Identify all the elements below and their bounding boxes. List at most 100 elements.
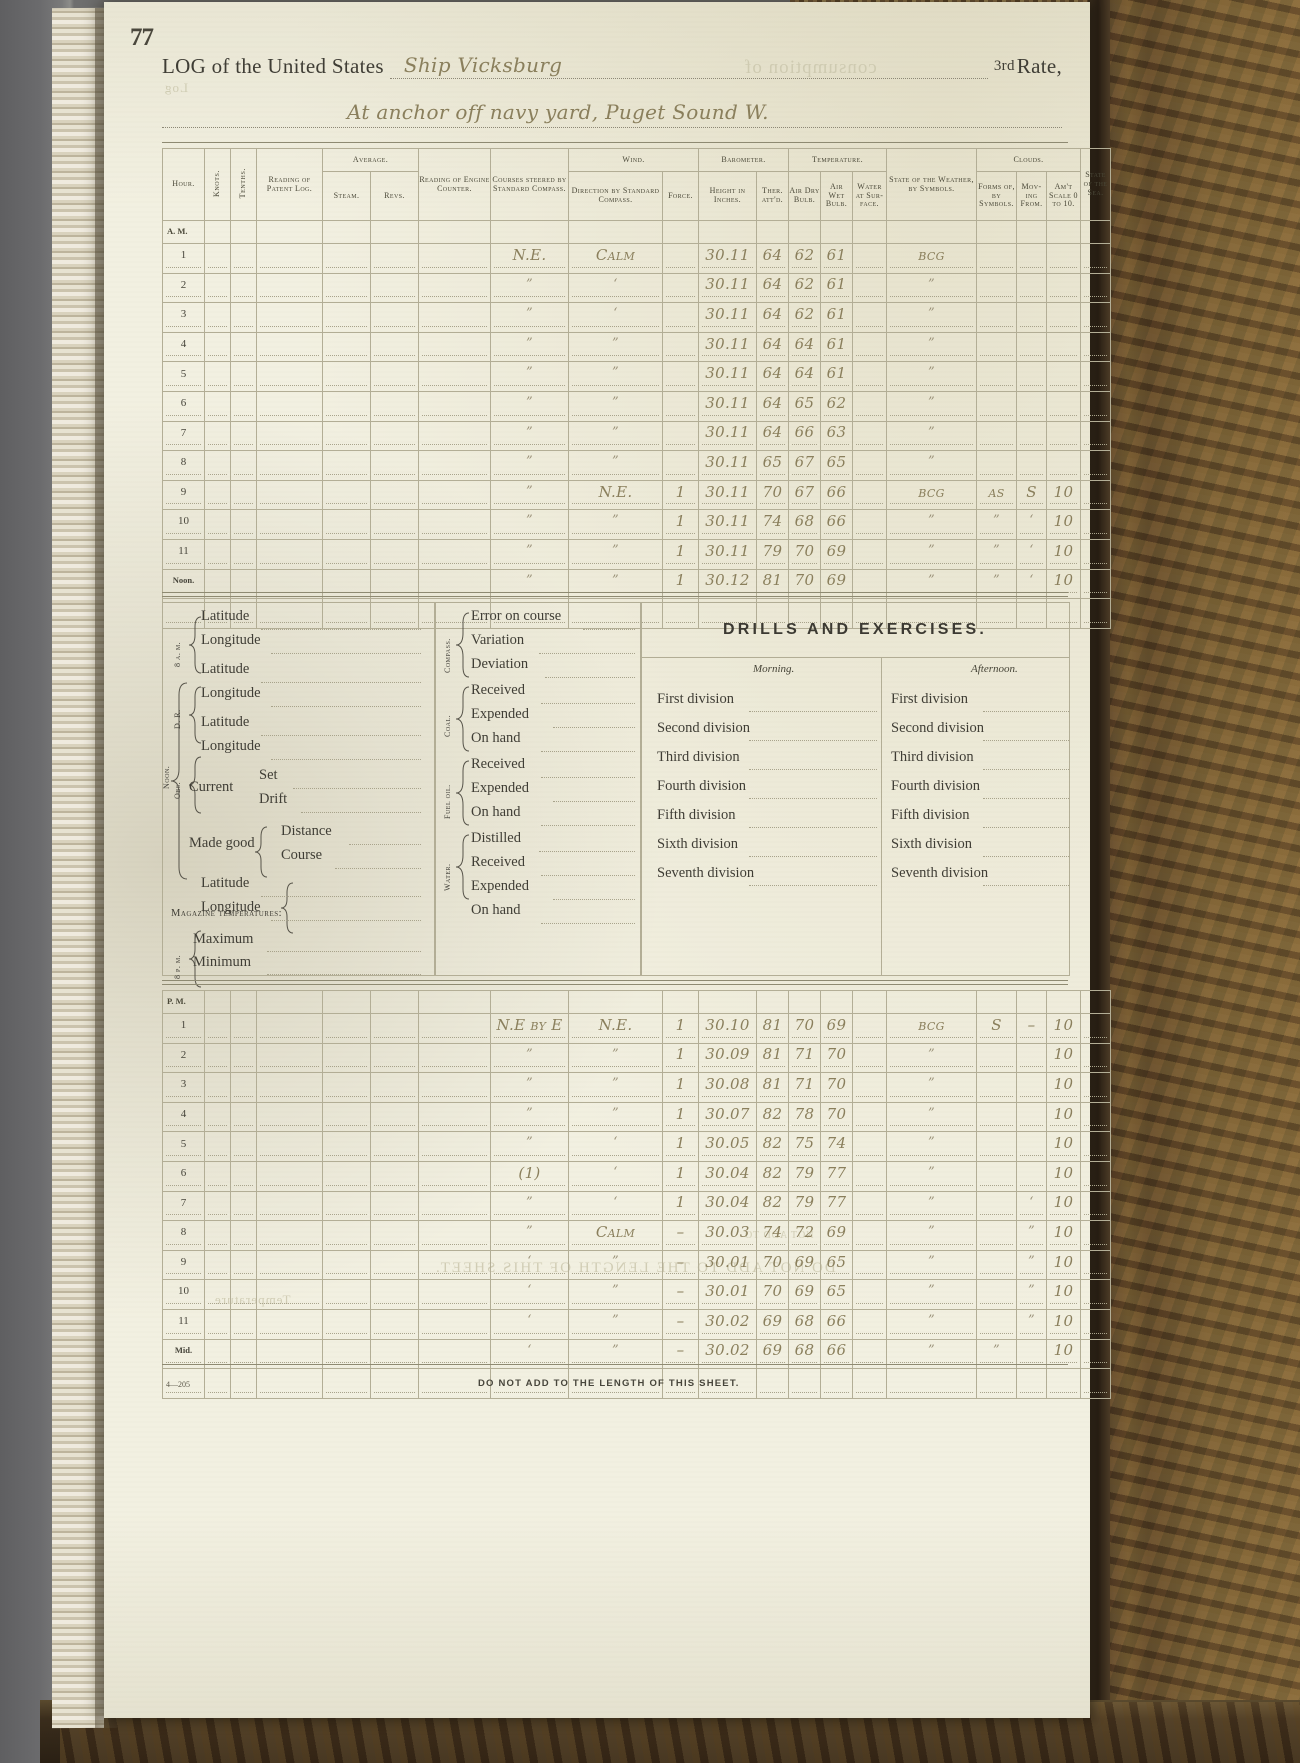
- cell-wind_dir[interactable]: ”: [568, 509, 663, 540]
- cell-sea[interactable]: [1080, 1042, 1111, 1074]
- cell-water[interactable]: [852, 243, 887, 274]
- cell-ther[interactable]: 65: [756, 450, 789, 481]
- cell-cloud_amount[interactable]: 10: [1045, 479, 1082, 511]
- cell-force[interactable]: [662, 450, 699, 481]
- cell-knots[interactable]: [204, 1190, 231, 1222]
- cell-cloud_moving[interactable]: [1016, 450, 1047, 481]
- cell-sea[interactable]: [1080, 568, 1112, 600]
- cell-water[interactable]: [852, 509, 887, 540]
- cell-wet[interactable]: 63: [820, 420, 853, 452]
- location-value[interactable]: At anchor off navy yard, Puget Sound W.: [347, 100, 769, 124]
- cell-cloud_amount[interactable]: 10: [1046, 1101, 1081, 1133]
- cell-wet[interactable]: 65: [820, 450, 853, 481]
- cell-steam[interactable]: [322, 1279, 371, 1310]
- cell-revs[interactable]: [370, 272, 419, 304]
- cell-tenths[interactable]: [230, 1013, 257, 1044]
- cell-tenths[interactable]: [230, 243, 257, 274]
- cell-knots[interactable]: [204, 509, 231, 540]
- cell-cloud_forms[interactable]: [976, 1308, 1017, 1340]
- cell-force[interactable]: –: [662, 1308, 699, 1340]
- cell-cloud_moving[interactable]: ”: [1016, 1279, 1047, 1310]
- cell-wet[interactable]: 65: [820, 1249, 853, 1281]
- cell-water[interactable]: [852, 479, 887, 511]
- cell-wind_dir[interactable]: ”: [568, 1308, 663, 1340]
- drill-morning-rule[interactable]: [749, 711, 877, 712]
- cell-knots[interactable]: [204, 331, 231, 363]
- cell-engine[interactable]: [418, 1308, 491, 1340]
- cell-steam[interactable]: [322, 479, 371, 511]
- cell-dry[interactable]: 66: [788, 420, 821, 452]
- cell-patent[interactable]: [256, 1279, 323, 1310]
- drill-afternoon-rule[interactable]: [983, 856, 1069, 857]
- cell-steam[interactable]: [322, 1131, 371, 1162]
- cell-cloud_amount[interactable]: [1045, 331, 1082, 363]
- cell-revs[interactable]: [370, 1190, 419, 1222]
- cell-cloud_moving[interactable]: [1016, 331, 1047, 363]
- cell-steam[interactable]: [322, 302, 371, 333]
- cell-baro[interactable]: 30.10: [698, 1013, 757, 1044]
- rate-value[interactable]: 3rd: [993, 58, 1015, 74]
- cell-ther[interactable]: 82: [756, 1101, 789, 1133]
- cell-cloud_moving[interactable]: ‘: [1016, 509, 1047, 540]
- cell-force[interactable]: 1: [662, 538, 699, 570]
- cell-wind_dir[interactable]: ”: [568, 420, 663, 452]
- cell-patent[interactable]: [256, 302, 323, 333]
- cell-wind_dir[interactable]: ”: [568, 450, 663, 481]
- cell-patent[interactable]: [256, 1308, 323, 1340]
- cell-cloud_forms[interactable]: [976, 1072, 1017, 1103]
- cell-tenths[interactable]: [230, 390, 257, 422]
- cell-dry[interactable]: 67: [788, 479, 821, 511]
- cell-tenths[interactable]: [230, 1160, 257, 1192]
- cell-water[interactable]: [852, 420, 887, 452]
- cell-courses[interactable]: N.E by E: [490, 1013, 569, 1044]
- cell-water[interactable]: [852, 1249, 887, 1281]
- cell-tenths[interactable]: [230, 509, 257, 540]
- cell-wind_dir[interactable]: ”: [568, 568, 663, 600]
- cell-knots[interactable]: [204, 1308, 231, 1340]
- cell-wet[interactable]: 61: [820, 302, 853, 333]
- cell-dry[interactable]: 70: [788, 1013, 821, 1044]
- cell-sea[interactable]: [1080, 450, 1112, 481]
- cell-wind_dir[interactable]: ‘: [568, 272, 663, 304]
- cell-cloud_amount[interactable]: [1045, 450, 1082, 481]
- cell-revs[interactable]: [370, 1308, 419, 1340]
- cell-cloud_forms[interactable]: [976, 1279, 1017, 1310]
- cell-dry[interactable]: 68: [788, 1308, 821, 1340]
- cell-steam[interactable]: [322, 1101, 371, 1133]
- cell-wind_dir[interactable]: ”: [568, 538, 663, 570]
- cell-water[interactable]: [852, 1072, 887, 1103]
- cell-steam[interactable]: [322, 1308, 371, 1340]
- cell-wind_dir[interactable]: ”: [568, 390, 663, 422]
- cell-dry[interactable]: 75: [788, 1131, 821, 1162]
- cell-tenths[interactable]: [230, 1101, 257, 1133]
- cell-knots[interactable]: [204, 1279, 231, 1310]
- cell-wet[interactable]: 77: [820, 1160, 853, 1192]
- cell-knots[interactable]: [204, 568, 231, 600]
- cell-sea[interactable]: [1080, 1338, 1111, 1370]
- cell-baro[interactable]: 30.11: [698, 272, 757, 304]
- cell-patent[interactable]: [256, 1220, 323, 1251]
- cell-dry[interactable]: 65: [788, 390, 821, 422]
- cell-engine[interactable]: [418, 272, 491, 304]
- cell-steam[interactable]: [322, 1072, 371, 1103]
- cell-wind_dir[interactable]: ”: [568, 1249, 663, 1281]
- cell-wet[interactable]: 61: [820, 361, 853, 392]
- cell-cloud_moving[interactable]: ‘: [1016, 538, 1047, 570]
- cell-weather[interactable]: ”: [886, 1072, 977, 1103]
- cell-knots[interactable]: [204, 361, 231, 392]
- cell-steam[interactable]: [322, 1013, 371, 1044]
- cell-tenths[interactable]: [230, 1190, 257, 1222]
- cell-revs[interactable]: [370, 568, 419, 600]
- cell-sea[interactable]: [1080, 509, 1112, 540]
- cell-engine[interactable]: [418, 1131, 491, 1162]
- cell-revs[interactable]: [370, 1279, 419, 1310]
- cell-dry[interactable]: 62: [788, 243, 821, 274]
- cell-baro[interactable]: 30.09: [698, 1042, 757, 1074]
- cell-force[interactable]: 1: [662, 1190, 699, 1222]
- cell-courses[interactable]: ”: [490, 1190, 569, 1222]
- cell-cloud_forms[interactable]: [976, 1249, 1017, 1281]
- cell-baro[interactable]: 30.11: [698, 302, 757, 333]
- cell-water[interactable]: [852, 538, 887, 570]
- cell-sea[interactable]: [1080, 331, 1112, 363]
- cell-ther[interactable]: 64: [756, 361, 789, 392]
